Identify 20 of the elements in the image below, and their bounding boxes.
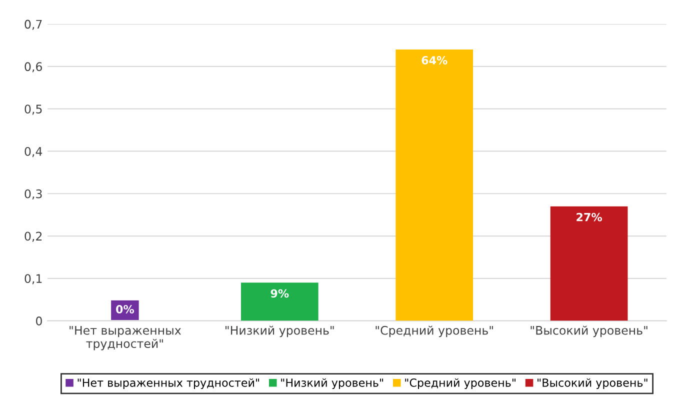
legend-label: "Низкий уровень"	[281, 378, 384, 390]
y-tick-label: 0,3	[24, 189, 42, 200]
data-label: 27%	[576, 212, 602, 222]
y-tick-label: 0,2	[24, 232, 42, 242]
x-tick-label: "Нет выраженных трудностей"	[70, 326, 181, 350]
legend-label: "Высокий уровень"	[538, 378, 648, 390]
y-tick-label: 0,1	[24, 274, 42, 284]
y-tick-label: 0,5	[24, 104, 42, 115]
x-tick-label: "Средний уровень"	[376, 326, 493, 338]
legend-label: "Нет выраженных трудностей"	[78, 378, 260, 390]
y-tick-label: 0,4	[24, 146, 42, 158]
y-tick-label: 0	[36, 316, 42, 326]
data-label: 0%	[116, 305, 134, 314]
x-tick-label: "Низкий уровень"	[226, 326, 334, 338]
x-tick-label: "Высокий уровень"	[530, 326, 648, 338]
y-tick-label: 0,6	[24, 62, 42, 72]
data-label: 9%	[270, 289, 289, 298]
data-label: 64%	[422, 56, 448, 64]
y-tick-label: 0,7	[24, 20, 42, 30]
legend-label: "Средний уровень"	[405, 378, 516, 390]
